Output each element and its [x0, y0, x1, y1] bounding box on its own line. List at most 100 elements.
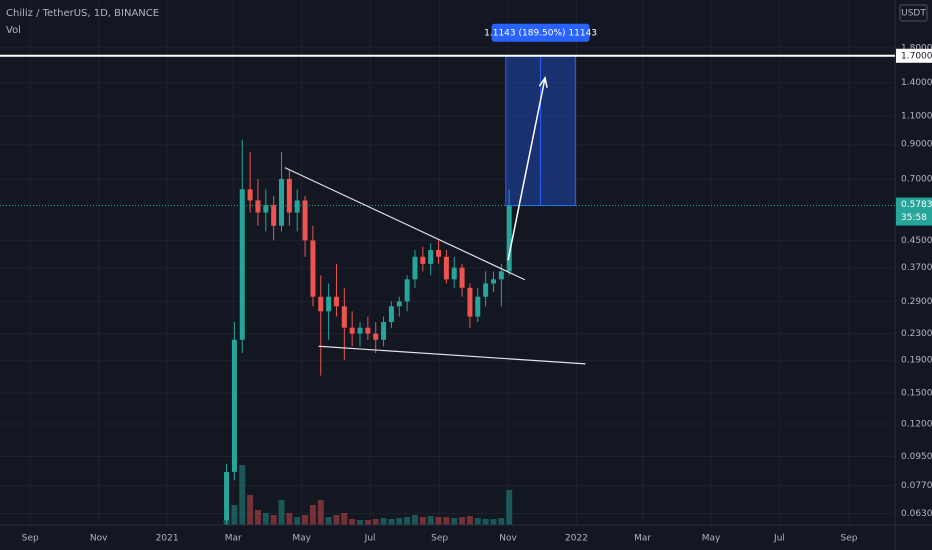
volume-bar: [474, 518, 481, 525]
x-tick-label: Sep: [22, 534, 39, 544]
x-tick-label: Sep: [841, 534, 858, 544]
volume-bar: [498, 518, 505, 525]
trendline: [284, 167, 526, 281]
y-tick-label: 1.1000: [901, 112, 932, 122]
volume-bar: [270, 515, 277, 525]
y-tick-label: 0.7000: [901, 175, 932, 185]
last-price-tag: [896, 197, 932, 226]
last-price-label: 0.5783: [901, 200, 932, 210]
y-tick-label: 0.2900: [901, 297, 932, 307]
candle-body: [412, 256, 418, 280]
candle-body: [467, 287, 473, 317]
volume-bar: [396, 518, 403, 525]
candle-body: [239, 189, 245, 340]
volume-bar: [309, 505, 316, 525]
volume-bar: [380, 518, 387, 525]
candle-body: [365, 327, 371, 334]
volume-bar: [372, 519, 379, 525]
candle-body: [475, 296, 481, 317]
candle-body: [255, 200, 261, 213]
volume-bar: [443, 517, 450, 525]
volume-bar: [317, 500, 324, 525]
y-tick-label: 0.1900: [901, 356, 932, 366]
candle-body: [263, 205, 269, 213]
volume-bar: [419, 517, 426, 525]
volume-bar: [364, 520, 371, 525]
candle-body: [459, 267, 465, 288]
x-tick-label: Mar: [634, 534, 651, 544]
candle-body: [279, 179, 285, 226]
volume-bar: [459, 517, 466, 525]
volume-bar: [357, 520, 364, 525]
x-tick-label: Jul: [364, 534, 376, 544]
candle-body: [341, 306, 347, 328]
candle-body: [396, 301, 402, 307]
chart-title: Chiliz / TetherUS, 1D, BINANCE: [6, 8, 159, 19]
candle-body: [231, 339, 237, 472]
volume-bar: [239, 465, 246, 525]
volume-bar: [349, 519, 356, 525]
y-tick-label: 0.2300: [901, 329, 932, 339]
measure-label: 1.1143 (189.50%) 11143: [484, 28, 597, 38]
volume-bar: [278, 500, 285, 525]
volume-label: Vol: [6, 25, 21, 36]
x-tick-label: Jul: [773, 534, 785, 544]
volume-bar: [254, 510, 261, 525]
volume-bar: [231, 505, 238, 525]
candle-body: [286, 179, 292, 213]
candle-body: [224, 471, 230, 521]
x-tick-label: May: [292, 534, 311, 544]
x-tick-label: Nov: [499, 534, 517, 544]
volume-bar: [411, 515, 418, 525]
hline-label: 1.7000: [901, 51, 932, 61]
candle-body: [506, 205, 512, 272]
y-tick-label: 1.4000: [901, 78, 932, 88]
candle-body: [428, 249, 434, 264]
y-tick-label: 0.0950: [901, 452, 932, 462]
volume-bar: [506, 490, 513, 525]
candle-body: [373, 333, 379, 340]
candle-body: [310, 240, 316, 297]
x-tick-label: May: [702, 534, 721, 544]
candle-body: [483, 283, 489, 297]
volume-bar: [262, 513, 269, 525]
trendline: [318, 345, 586, 365]
hline-tag: [896, 48, 932, 63]
overlay: 1.1143 (189.50%) 11143: [0, 23, 895, 365]
y-tick-label: 0.0630: [901, 509, 932, 519]
volume-bar: [427, 516, 434, 525]
candle-body: [490, 279, 496, 284]
volume-bar: [451, 518, 458, 525]
volume-bar: [294, 517, 301, 525]
volume-bar: [247, 495, 254, 525]
currency[interactable]: USDT: [901, 9, 926, 19]
candle-body: [443, 256, 449, 280]
x-tick-label: Mar: [225, 534, 242, 544]
volume-bar: [490, 519, 497, 525]
volume-bar: [286, 513, 293, 525]
volume-bar: [302, 515, 309, 525]
currency-box[interactable]: [899, 4, 928, 22]
candle-body: [333, 296, 339, 307]
candle-body: [294, 200, 300, 213]
candle-body: [349, 327, 355, 334]
volume-bar: [466, 516, 473, 525]
candle-body: [271, 205, 277, 226]
y-tick-label: 0.9000: [901, 140, 932, 150]
volume-bar: [388, 519, 395, 525]
candle-body: [302, 200, 308, 241]
candle-body: [436, 249, 442, 257]
y-tick-label: 0.1200: [901, 420, 932, 430]
candle-body: [326, 296, 332, 312]
x-tick-label: 2021: [156, 534, 179, 544]
candle-body: [404, 279, 410, 302]
y-tick-label: 0.3700: [901, 263, 932, 273]
x-tick-label: 2022: [565, 534, 588, 544]
candle-body: [498, 271, 504, 280]
arrow-head: [538, 75, 548, 88]
plot: [223, 139, 513, 525]
candle-body: [420, 256, 426, 264]
candle-body: [381, 322, 387, 340]
